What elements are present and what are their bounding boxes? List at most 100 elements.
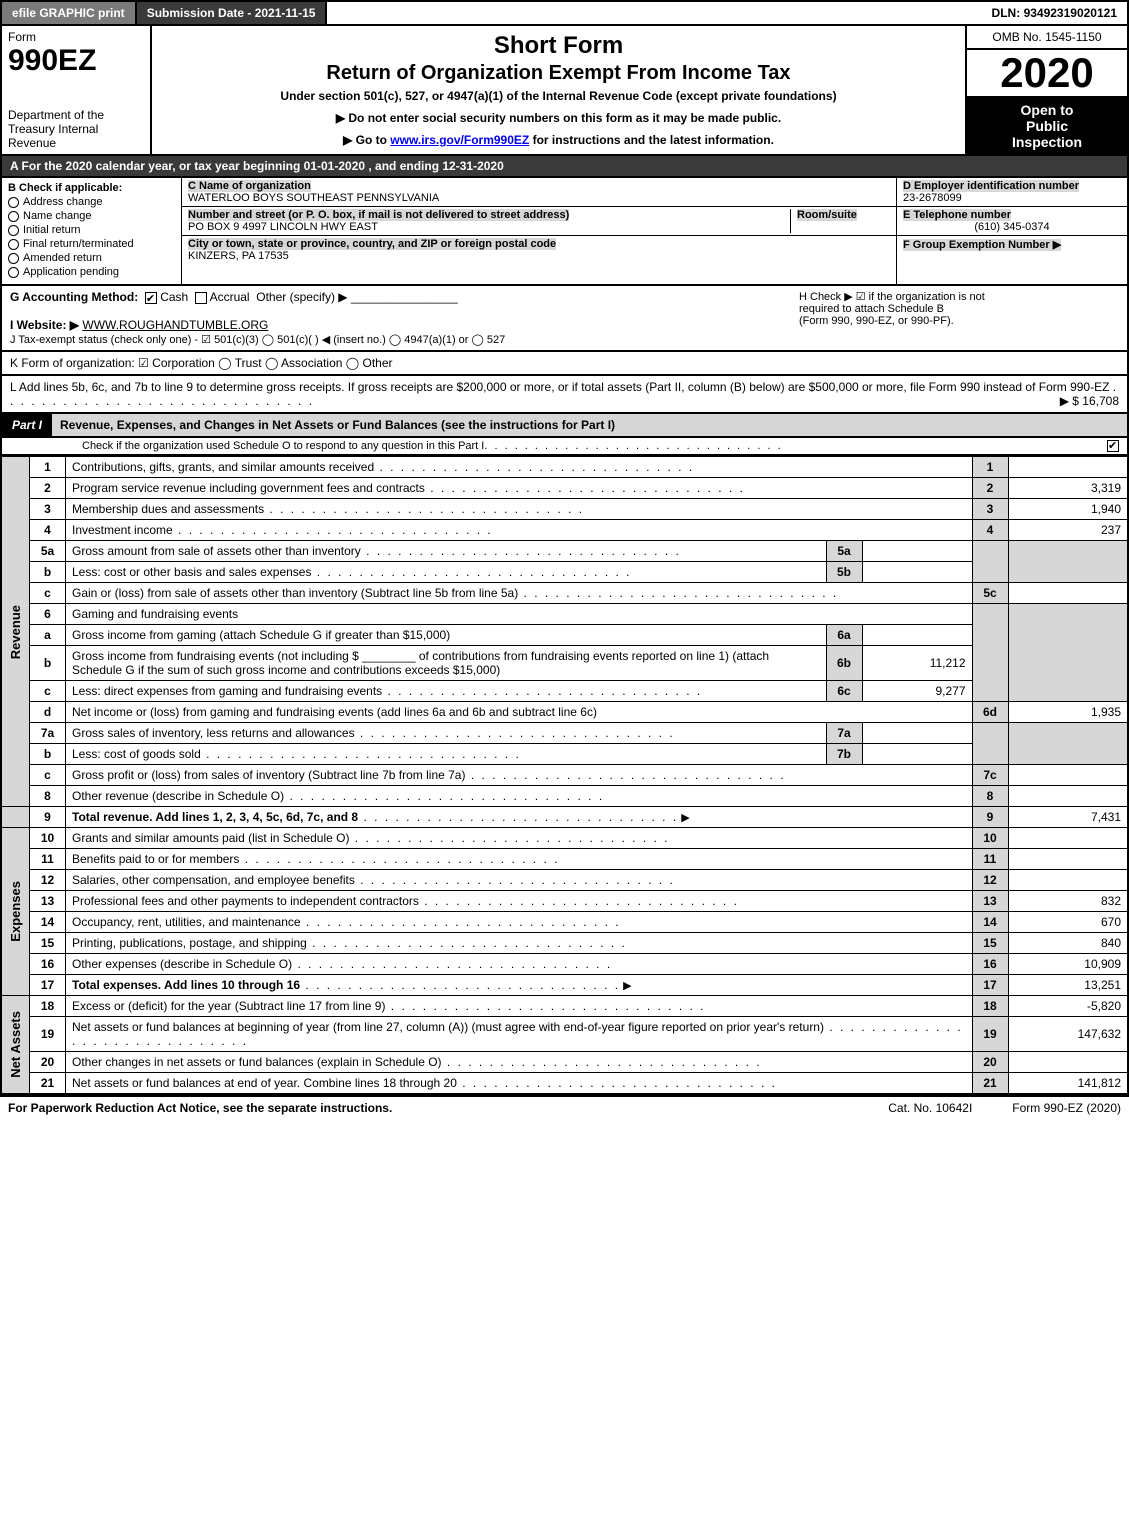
line-10: Expenses 10 Grants and similar amounts p… [1, 828, 1128, 849]
d-row: D Employer identification number 23-2678… [897, 178, 1127, 207]
l7a-sval [862, 723, 972, 744]
dln-value: 93492319020121 [1024, 6, 1117, 20]
l4-desc: Investment income [66, 520, 973, 541]
org-city: KINZERS, PA 17535 [188, 250, 289, 262]
line-3: 3 Membership dues and assessments 3 1,94… [1, 499, 1128, 520]
l1-val [1008, 457, 1128, 478]
line-6b: b Gross income from fundraising events (… [1, 646, 1128, 681]
h-line3: (Form 990, 990-EZ, or 990-PF). [799, 315, 1119, 327]
l7ab-shade [972, 723, 1008, 765]
g-accounting: G Accounting Method: Cash Accrual Other … [10, 290, 791, 346]
l6c-sno: 6c [826, 681, 862, 702]
b-label: B Check if applicable: [8, 182, 175, 194]
l12-no: 12 [30, 870, 66, 891]
l11-fno: 11 [972, 849, 1008, 870]
chk-initial-return[interactable]: Initial return [8, 224, 175, 236]
chk-cash[interactable] [145, 292, 157, 304]
j-tax-exempt: J Tax-exempt status (check only one) - ☑… [10, 334, 505, 346]
l7a-no: 7a [30, 723, 66, 744]
col-c: C Name of organization WATERLOO BOYS SOU… [182, 178, 897, 284]
chk-address-change[interactable]: Address change [8, 196, 175, 208]
i-label: I Website: ▶ [10, 318, 79, 332]
footer-formref: Form 990-EZ (2020) [1012, 1101, 1121, 1115]
l13-fno: 13 [972, 891, 1008, 912]
header-center: Short Form Return of Organization Exempt… [152, 26, 967, 154]
l5c-fno: 5c [972, 583, 1008, 604]
line-11: 11 Benefits paid to or for members 11 [1, 849, 1128, 870]
l21-val: 141,812 [1008, 1073, 1128, 1095]
l11-desc: Benefits paid to or for members [66, 849, 973, 870]
dln: DLN: 93492319020121 [982, 2, 1127, 24]
form-word: Form [8, 30, 144, 44]
l5c-desc: Gain or (loss) from sale of assets other… [66, 583, 973, 604]
l17-val: 13,251 [1008, 975, 1128, 996]
l2-val: 3,319 [1008, 478, 1128, 499]
c-name-label: C Name of organization [188, 180, 311, 192]
l3-no: 3 [30, 499, 66, 520]
l19-fno: 19 [972, 1017, 1008, 1052]
part-i-label: Part I [2, 414, 52, 436]
line-6a: a Gross income from gaming (attach Sched… [1, 625, 1128, 646]
header-sub2b: ▶ Go to www.irs.gov/Form990EZ for instru… [160, 133, 957, 147]
chk-application-pending[interactable]: Application pending [8, 266, 175, 278]
l4-no: 4 [30, 520, 66, 541]
lines-table: Revenue 1 Contributions, gifts, grants, … [0, 456, 1129, 1095]
l20-no: 20 [30, 1052, 66, 1073]
l3-fno: 3 [972, 499, 1008, 520]
l12-desc: Salaries, other compensation, and employ… [66, 870, 973, 891]
c-room-label: Room/suite [797, 209, 857, 221]
chk-amended-return[interactable]: Amended return [8, 252, 175, 264]
sub2b-pre: ▶ Go to [343, 133, 390, 147]
omb-number: OMB No. 1545-1150 [967, 26, 1127, 50]
line-7a: 7a Gross sales of inventory, less return… [1, 723, 1128, 744]
line-13: 13 Professional fees and other payments … [1, 891, 1128, 912]
l14-desc: Occupancy, rent, utilities, and maintena… [66, 912, 973, 933]
efile-button[interactable]: efile GRAPHIC print [2, 2, 137, 24]
l5ab-shade2 [1008, 541, 1128, 583]
l20-fno: 20 [972, 1052, 1008, 1073]
e-label: E Telephone number [903, 209, 1011, 221]
website-value[interactable]: WWW.ROUGHANDTUMBLE.ORG [82, 318, 268, 332]
l5c-val [1008, 583, 1128, 604]
l5a-no: 5a [30, 541, 66, 562]
l15-fno: 15 [972, 933, 1008, 954]
l8-val [1008, 786, 1128, 807]
l6a-no: a [30, 625, 66, 646]
c-city-row: City or town, state or province, country… [182, 236, 896, 264]
l6b-sval: 11,212 [862, 646, 972, 681]
chk-name-change[interactable]: Name change [8, 210, 175, 222]
l19-desc: Net assets or fund balances at beginning… [66, 1017, 973, 1052]
part-i-chk[interactable] [1107, 440, 1119, 452]
footer: For Paperwork Reduction Act Notice, see … [0, 1095, 1129, 1119]
tax-year: 2020 [967, 50, 1127, 98]
f-row: F Group Exemption Number ▶ [897, 236, 1127, 253]
inspection-2: Public [969, 118, 1125, 134]
l6-desc: Gaming and fundraising events [66, 604, 973, 625]
sub2b-post: for instructions and the latest informat… [533, 133, 774, 147]
l7a-desc: Gross sales of inventory, less returns a… [66, 723, 827, 744]
title-return: Return of Organization Exempt From Incom… [160, 62, 957, 85]
l18-desc: Excess or (deficit) for the year (Subtra… [66, 996, 973, 1017]
line-16: 16 Other expenses (describe in Schedule … [1, 954, 1128, 975]
irs-link[interactable]: www.irs.gov/Form990EZ [390, 133, 529, 147]
c-name-row: C Name of organization WATERLOO BOYS SOU… [182, 178, 896, 207]
department: Department of the Treasury Internal Reve… [8, 108, 144, 150]
l10-val [1008, 828, 1128, 849]
l5a-sval [862, 541, 972, 562]
line-2: 2 Program service revenue including gove… [1, 478, 1128, 499]
l3-val: 1,940 [1008, 499, 1128, 520]
l6d-no: d [30, 702, 66, 723]
chk-final-return[interactable]: Final return/terminated [8, 238, 175, 250]
l5a-desc: Gross amount from sale of assets other t… [66, 541, 827, 562]
footer-notice: For Paperwork Reduction Act Notice, see … [8, 1101, 848, 1115]
l21-fno: 21 [972, 1073, 1008, 1095]
l1-no: 1 [30, 457, 66, 478]
l5ab-shade [972, 541, 1008, 583]
chk-accrual[interactable] [195, 292, 207, 304]
c-street-label: Number and street (or P. O. box, if mail… [188, 209, 569, 221]
l6a-desc: Gross income from gaming (attach Schedul… [66, 625, 827, 646]
line-12: 12 Salaries, other compensation, and emp… [1, 870, 1128, 891]
line-5b: b Less: cost or other basis and sales ex… [1, 562, 1128, 583]
g-accrual: Accrual [210, 290, 250, 304]
line-7b: b Less: cost of goods sold 7b [1, 744, 1128, 765]
